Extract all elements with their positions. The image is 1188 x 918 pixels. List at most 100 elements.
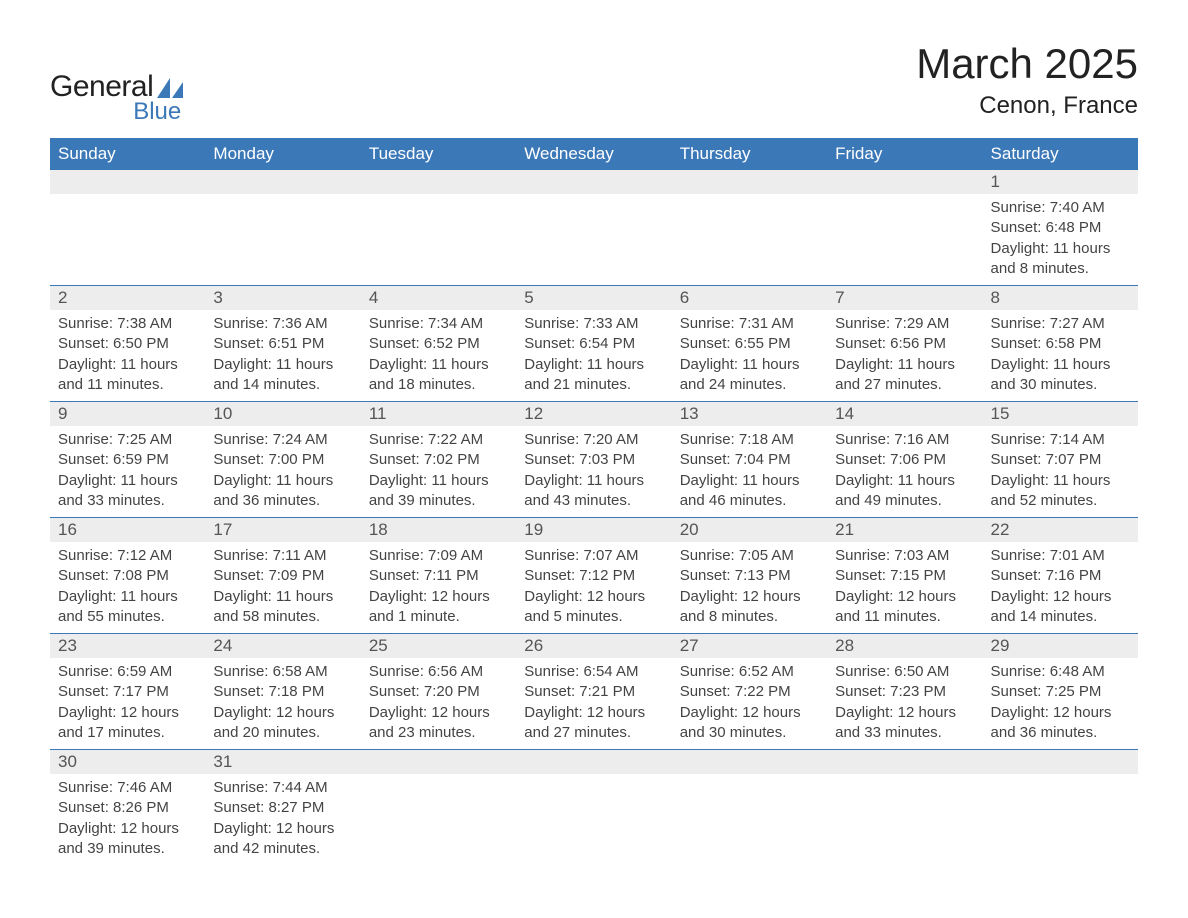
day-d1: Daylight: 11 hours — [369, 471, 508, 491]
day-number-row: 16171819202122 — [50, 518, 1138, 543]
day-sr: Sunrise: 7:03 AM — [835, 546, 974, 566]
day-sr: Sunrise: 6:52 AM — [680, 662, 819, 682]
day-detail-cell: Sunrise: 7:36 AMSunset: 6:51 PMDaylight:… — [205, 310, 360, 402]
day-detail-cell: Sunrise: 7:46 AMSunset: 8:26 PMDaylight:… — [50, 774, 205, 865]
day-sr: Sunrise: 6:48 AM — [991, 662, 1130, 682]
day-header: Tuesday — [361, 138, 516, 170]
day-header: Friday — [827, 138, 982, 170]
day-sr: Sunrise: 7:34 AM — [369, 314, 508, 334]
day-number-cell: 31 — [205, 750, 360, 775]
day-detail-cell: Sunrise: 7:16 AMSunset: 7:06 PMDaylight:… — [827, 426, 982, 518]
day-sr: Sunrise: 6:54 AM — [524, 662, 663, 682]
day-sr: Sunrise: 7:05 AM — [680, 546, 819, 566]
day-detail-cell: Sunrise: 7:09 AMSunset: 7:11 PMDaylight:… — [361, 542, 516, 634]
day-ss: Sunset: 7:07 PM — [991, 450, 1130, 470]
day-number-cell: 25 — [361, 634, 516, 659]
day-ss: Sunset: 7:20 PM — [369, 682, 508, 702]
day-d1: Daylight: 11 hours — [991, 471, 1130, 491]
day-detail-cell — [361, 774, 516, 865]
day-ss: Sunset: 8:26 PM — [58, 798, 197, 818]
day-detail-cell: Sunrise: 7:33 AMSunset: 6:54 PMDaylight:… — [516, 310, 671, 402]
day-d1: Daylight: 11 hours — [58, 471, 197, 491]
day-sr: Sunrise: 7:09 AM — [369, 546, 508, 566]
day-sr: Sunrise: 7:46 AM — [58, 778, 197, 798]
day-detail-row: Sunrise: 7:40 AMSunset: 6:48 PMDaylight:… — [50, 194, 1138, 286]
day-detail-cell: Sunrise: 6:50 AMSunset: 7:23 PMDaylight:… — [827, 658, 982, 750]
day-d2: and 43 minutes. — [524, 491, 663, 511]
day-detail-cell: Sunrise: 7:01 AMSunset: 7:16 PMDaylight:… — [983, 542, 1138, 634]
day-d1: Daylight: 11 hours — [58, 587, 197, 607]
day-d2: and 1 minute. — [369, 607, 508, 627]
day-d2: and 39 minutes. — [58, 839, 197, 859]
day-d1: Daylight: 11 hours — [213, 587, 352, 607]
day-detail-cell: Sunrise: 7:40 AMSunset: 6:48 PMDaylight:… — [983, 194, 1138, 286]
day-sr: Sunrise: 7:27 AM — [991, 314, 1130, 334]
day-d2: and 36 minutes. — [213, 491, 352, 511]
day-d1: Daylight: 12 hours — [213, 703, 352, 723]
day-number-cell: 24 — [205, 634, 360, 659]
day-number-row: 2345678 — [50, 286, 1138, 311]
day-number-cell — [516, 750, 671, 775]
day-number-row: 3031 — [50, 750, 1138, 775]
day-d2: and 14 minutes. — [991, 607, 1130, 627]
day-detail-row: Sunrise: 6:59 AMSunset: 7:17 PMDaylight:… — [50, 658, 1138, 750]
day-detail-cell: Sunrise: 6:48 AMSunset: 7:25 PMDaylight:… — [983, 658, 1138, 750]
day-number-cell: 17 — [205, 518, 360, 543]
day-detail-cell — [983, 774, 1138, 865]
day-sr: Sunrise: 7:12 AM — [58, 546, 197, 566]
day-d2: and 42 minutes. — [213, 839, 352, 859]
day-d1: Daylight: 12 hours — [680, 587, 819, 607]
day-number-cell — [983, 750, 1138, 775]
day-ss: Sunset: 8:27 PM — [213, 798, 352, 818]
day-header: Wednesday — [516, 138, 671, 170]
day-d1: Daylight: 12 hours — [213, 819, 352, 839]
day-number-cell: 22 — [983, 518, 1138, 543]
day-sr: Sunrise: 7:20 AM — [524, 430, 663, 450]
day-detail-cell — [672, 194, 827, 286]
day-sr: Sunrise: 7:24 AM — [213, 430, 352, 450]
day-detail-cell: Sunrise: 7:31 AMSunset: 6:55 PMDaylight:… — [672, 310, 827, 402]
day-sr: Sunrise: 7:18 AM — [680, 430, 819, 450]
day-sr: Sunrise: 6:56 AM — [369, 662, 508, 682]
day-number-cell: 12 — [516, 402, 671, 427]
day-detail-cell — [827, 774, 982, 865]
day-detail-cell — [516, 774, 671, 865]
day-d1: Daylight: 11 hours — [991, 355, 1130, 375]
day-number-cell: 2 — [50, 286, 205, 311]
logo-sail-icon — [157, 76, 183, 98]
day-detail-cell — [827, 194, 982, 286]
day-d1: Daylight: 11 hours — [58, 355, 197, 375]
calendar-body: 1Sunrise: 7:40 AMSunset: 6:48 PMDaylight… — [50, 170, 1138, 865]
day-ss: Sunset: 7:12 PM — [524, 566, 663, 586]
day-d1: Daylight: 11 hours — [680, 355, 819, 375]
day-detail-cell — [50, 194, 205, 286]
day-d2: and 58 minutes. — [213, 607, 352, 627]
day-number-cell — [827, 170, 982, 194]
day-number-cell: 8 — [983, 286, 1138, 311]
day-number-row: 9101112131415 — [50, 402, 1138, 427]
day-detail-cell — [361, 194, 516, 286]
day-number-cell: 6 — [672, 286, 827, 311]
day-d2: and 8 minutes. — [991, 259, 1130, 279]
day-d1: Daylight: 11 hours — [835, 355, 974, 375]
day-d1: Daylight: 12 hours — [835, 703, 974, 723]
day-sr: Sunrise: 7:38 AM — [58, 314, 197, 334]
day-ss: Sunset: 7:04 PM — [680, 450, 819, 470]
day-d2: and 8 minutes. — [680, 607, 819, 627]
day-number-cell: 3 — [205, 286, 360, 311]
day-d2: and 17 minutes. — [58, 723, 197, 743]
day-number-cell — [516, 170, 671, 194]
day-header-row: SundayMondayTuesdayWednesdayThursdayFrid… — [50, 138, 1138, 170]
day-detail-cell: Sunrise: 7:14 AMSunset: 7:07 PMDaylight:… — [983, 426, 1138, 518]
day-number-cell: 7 — [827, 286, 982, 311]
location: Cenon, France — [916, 92, 1138, 120]
day-d2: and 21 minutes. — [524, 375, 663, 395]
day-sr: Sunrise: 7:40 AM — [991, 198, 1130, 218]
day-d2: and 18 minutes. — [369, 375, 508, 395]
day-ss: Sunset: 7:16 PM — [991, 566, 1130, 586]
day-d2: and 39 minutes. — [369, 491, 508, 511]
day-number-cell — [672, 170, 827, 194]
day-ss: Sunset: 6:54 PM — [524, 334, 663, 354]
day-sr: Sunrise: 7:22 AM — [369, 430, 508, 450]
day-number-cell: 26 — [516, 634, 671, 659]
